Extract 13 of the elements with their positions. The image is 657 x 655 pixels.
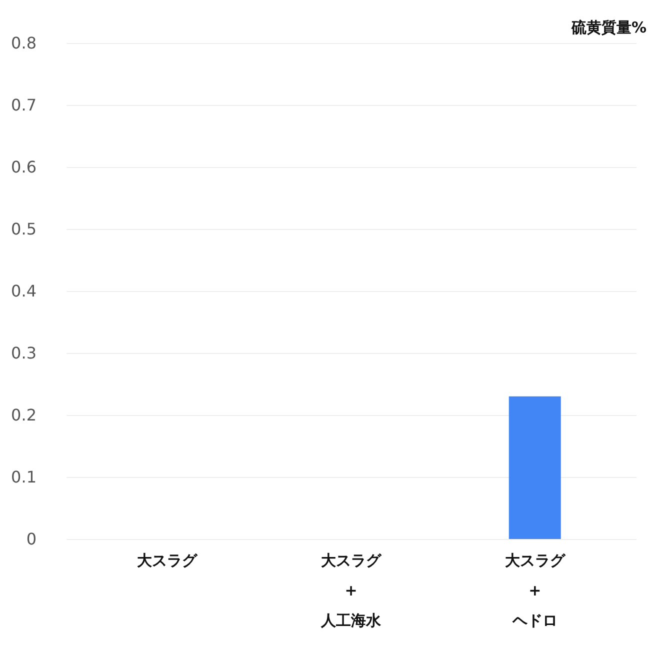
y-tick-label: 0.8 xyxy=(11,34,36,52)
y-tick-label: 0.3 xyxy=(11,344,36,362)
y-tick-label: 0.4 xyxy=(11,282,36,300)
y-tick-label: 0.5 xyxy=(11,220,36,238)
x-tick-label: 大スラグ + ヘドロ xyxy=(504,552,566,630)
y-axis-title: 硫黄質量% xyxy=(570,18,646,36)
y-tick-label: 0.1 xyxy=(11,468,36,486)
y-tick-label: 0.6 xyxy=(11,158,36,176)
y-tick-label: 0.2 xyxy=(11,406,36,424)
y-tick-label: 0.7 xyxy=(11,96,36,114)
x-tick-label: 大スラグ xyxy=(137,552,198,570)
y-tick-label: 0 xyxy=(26,530,36,548)
x-tick-label: 大スラグ + 人工海水 xyxy=(320,552,382,630)
